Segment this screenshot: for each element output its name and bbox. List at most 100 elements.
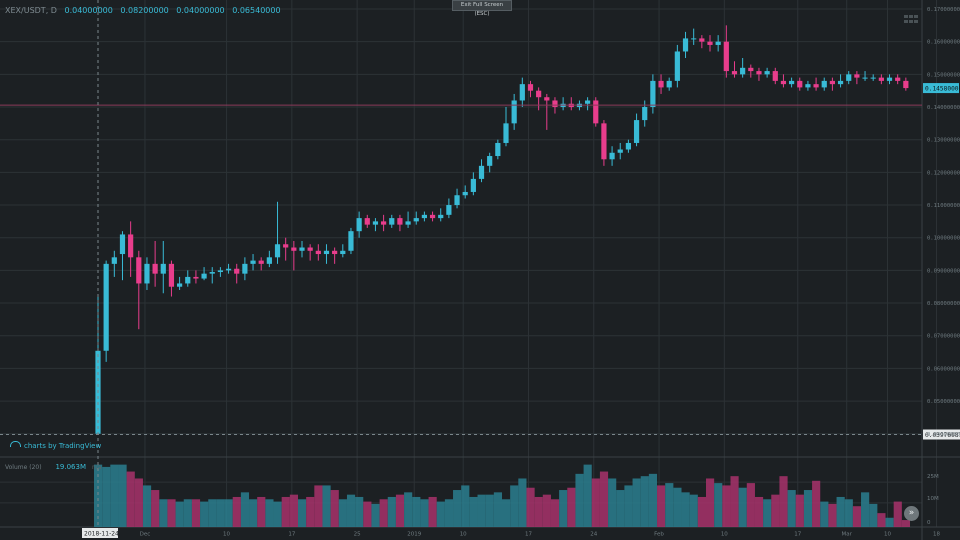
volume-bar xyxy=(836,496,845,527)
candle-body xyxy=(544,97,550,101)
candle-body xyxy=(707,41,713,45)
candle-body xyxy=(666,80,672,88)
high-value: 0.08200000 xyxy=(120,6,169,15)
volume-bar xyxy=(257,496,266,527)
volume-bar xyxy=(730,476,739,527)
volume-bar xyxy=(134,478,143,527)
volume-bar xyxy=(795,494,804,527)
candle-body xyxy=(674,51,680,81)
volume-bar xyxy=(567,487,576,527)
volume-bar xyxy=(502,499,511,527)
volume-axis-tick-label: 25M xyxy=(927,474,939,480)
candle-body xyxy=(283,244,289,248)
candle-body xyxy=(454,195,460,206)
candle-body xyxy=(886,77,893,81)
symbol-label: XEX/USDT, D xyxy=(5,6,57,15)
candle-body xyxy=(111,257,117,264)
volume-na: n/a xyxy=(91,464,102,471)
candle-body xyxy=(470,178,476,192)
volume-bar xyxy=(689,494,698,527)
double-chevron-right-icon: » xyxy=(908,508,915,518)
candle-body xyxy=(609,152,615,160)
volume-bar xyxy=(273,501,282,527)
volume-bar xyxy=(249,499,258,527)
tradingview-attribution[interactable]: charts by TradingView xyxy=(10,441,101,450)
candle-body xyxy=(478,165,485,179)
time-axis-tick-label: Dec xyxy=(140,532,151,538)
volume-bar xyxy=(355,496,364,527)
volume-bar xyxy=(869,503,878,527)
candle-body xyxy=(340,250,346,255)
candle-body xyxy=(772,71,778,81)
candle-body xyxy=(144,263,150,284)
time-axis-tick-label: 24 xyxy=(590,532,597,538)
close-value: 0.06540000 xyxy=(232,6,281,15)
candle-body xyxy=(633,120,640,143)
candle-body xyxy=(813,84,819,88)
volume-bar xyxy=(706,478,715,527)
volume-bar xyxy=(648,473,658,527)
volume-bar xyxy=(151,490,160,527)
low-value: 0.04000000 xyxy=(176,6,225,15)
volume-bar xyxy=(657,485,666,527)
volume-bar xyxy=(771,494,780,527)
candle-body xyxy=(356,218,362,232)
crosshair-date-tag xyxy=(82,528,118,538)
volume-bar xyxy=(812,480,821,527)
price-axis-tick-label: 0.07000000 xyxy=(927,334,960,340)
volume-bar xyxy=(208,499,217,527)
volume-bar xyxy=(191,499,201,527)
candle-body xyxy=(103,263,109,351)
candle-body xyxy=(780,80,787,85)
volume-bar xyxy=(901,520,910,527)
candle-body xyxy=(715,41,721,45)
open-value: 0.04000000 xyxy=(64,6,113,15)
volume-bar xyxy=(395,494,405,527)
volume-bar xyxy=(142,485,152,527)
candle-body xyxy=(764,71,770,75)
candle-body xyxy=(829,80,835,85)
scroll-to-realtime-button[interactable]: » xyxy=(904,506,919,521)
volume-bar xyxy=(722,485,731,527)
candle-body xyxy=(617,149,623,153)
volume-bar xyxy=(240,492,250,527)
volume-bar xyxy=(330,490,339,527)
candle-body xyxy=(878,77,884,81)
candle-body xyxy=(642,107,648,121)
candle-body xyxy=(364,218,370,225)
candle-body xyxy=(585,100,591,104)
candle-body xyxy=(805,84,811,88)
price-axis-tick-label: 0.05000000 xyxy=(927,399,960,405)
candle-body xyxy=(699,38,705,42)
volume-bar xyxy=(363,501,372,527)
volume-bar xyxy=(828,503,837,527)
candle-body xyxy=(209,272,215,274)
volume-bar xyxy=(110,464,119,527)
layout-grid-icon[interactable] xyxy=(904,15,918,24)
candle-body xyxy=(217,270,223,273)
price-axis-tick-label: 0.04000000 xyxy=(927,432,960,438)
candle-body xyxy=(536,90,542,98)
volume-bar xyxy=(665,483,674,527)
price-axis-tick-label: 0.14000000 xyxy=(927,105,960,111)
price-axis-tick-label: 0.10000000 xyxy=(927,236,960,242)
volume-bar xyxy=(763,499,772,527)
volume-bar xyxy=(102,466,111,527)
candle-body xyxy=(177,283,183,287)
candle-body xyxy=(405,221,411,225)
candle-body xyxy=(421,214,427,219)
volume-bar xyxy=(346,494,356,527)
candle-body xyxy=(487,156,493,166)
volume-bar xyxy=(673,487,682,527)
symbol-legend: XEX/USDT, D 0.04000000 0.08200000 0.0400… xyxy=(5,6,281,15)
volume-bar xyxy=(94,464,103,527)
candle-body xyxy=(168,263,175,287)
exit-fullscreen-button[interactable]: Exit Full Screen (ESC) xyxy=(452,0,512,17)
crosshair-date-label: 2018-11-24 xyxy=(84,531,119,538)
price-axis-tick-label: 0.11000000 xyxy=(927,203,960,209)
candle-body xyxy=(691,38,697,40)
price-axis-tick-label: 0.17000000 xyxy=(927,7,960,13)
volume-bar xyxy=(469,496,478,527)
